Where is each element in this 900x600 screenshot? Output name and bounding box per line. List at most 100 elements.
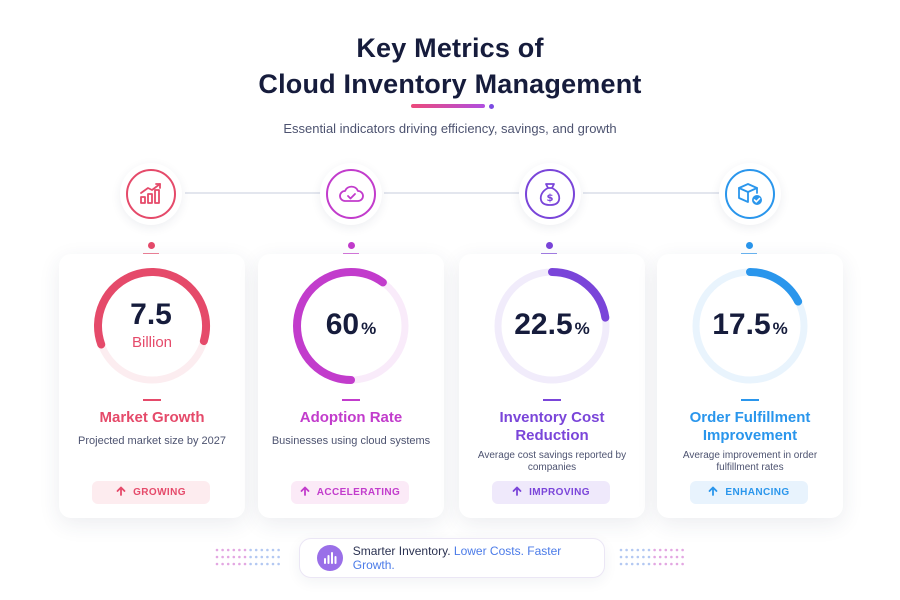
decorative-dot xyxy=(642,555,645,559)
decorative-dot xyxy=(653,562,656,566)
ring-progress-arc xyxy=(692,268,808,384)
package-check-icon xyxy=(725,169,775,219)
decorative-dot xyxy=(653,555,656,559)
decorative-dot xyxy=(625,555,628,559)
metric-value: 17.5 xyxy=(712,308,771,341)
title-line-2: Cloud Inventory Management xyxy=(258,69,642,99)
title-dash xyxy=(342,399,360,401)
decorative-dot xyxy=(226,548,230,552)
decorative-dot xyxy=(266,562,269,566)
metric-card: 60% Adoption Rate Businesses using cloud… xyxy=(258,254,444,518)
metric-title: Inventory Cost Reduction xyxy=(499,409,605,444)
metric-value-block: 17.5% xyxy=(690,266,810,386)
pin-dot xyxy=(746,242,753,249)
decorative-dot xyxy=(215,555,219,559)
decorative-dot xyxy=(254,562,258,566)
metric-card: 22.5% Inventory Cost Reduction Average c… xyxy=(459,254,645,518)
decorative-dot xyxy=(658,555,662,559)
decorative-dot xyxy=(630,548,634,552)
decorative-dot xyxy=(254,548,258,552)
decorative-dot xyxy=(271,562,275,566)
status-badge-label: IMPROVING xyxy=(529,487,590,498)
status-badge: IMPROVING xyxy=(492,481,610,504)
decorative-dot xyxy=(249,562,252,566)
decorative-dot xyxy=(630,555,634,559)
progress-ring xyxy=(94,268,210,384)
metric-title: Market Growth xyxy=(99,409,205,426)
decorative-dot xyxy=(636,548,640,552)
decorative-dot xyxy=(260,555,264,559)
status-badge-label: ACCELERATING xyxy=(316,487,401,498)
decorative-dot xyxy=(249,548,252,552)
metric-description: Projected market size by 2027 xyxy=(78,435,226,447)
metric-description: Average cost savings reported by compani… xyxy=(477,450,627,473)
trending-chart-icon xyxy=(126,169,176,219)
metric-value: 22.5 xyxy=(514,308,573,341)
footer-tagline-plain: Smarter Inventory. xyxy=(352,544,451,558)
decorative-dot xyxy=(243,548,247,552)
decorative-dots-left xyxy=(215,548,280,566)
decorative-dot xyxy=(271,548,275,552)
decorative-dot xyxy=(681,548,684,552)
metric-title: Order Fulfillment Improvement xyxy=(689,409,811,444)
page-subtitle: Essential indicators driving efficiency,… xyxy=(283,121,617,136)
decorative-dot xyxy=(658,562,662,566)
decorative-dot xyxy=(647,562,651,566)
decorative-dot xyxy=(675,555,679,559)
arrow-up-icon xyxy=(708,486,718,499)
decorative-dot xyxy=(675,562,679,566)
decorative-dot xyxy=(675,548,679,552)
metric-value: 60 xyxy=(325,308,360,341)
decorative-dot xyxy=(266,555,269,559)
decorative-dot xyxy=(664,562,668,566)
decorative-dot xyxy=(226,562,230,566)
decorative-dot xyxy=(215,548,219,552)
status-badge: GROWING xyxy=(92,481,210,504)
arrow-up-icon xyxy=(116,486,126,499)
metric-value-block: 7.5 Billion xyxy=(92,266,212,386)
decorative-dot xyxy=(636,555,640,559)
page-title: Key Metrics of Cloud Inventory Managemen… xyxy=(0,30,900,102)
progress-ring xyxy=(293,268,409,384)
arrow-up-icon xyxy=(300,486,310,499)
arrow-up-icon xyxy=(512,486,522,499)
decorative-dot xyxy=(625,548,628,552)
decorative-dot xyxy=(215,562,219,566)
decorative-dot xyxy=(226,555,230,559)
svg-text:$: $ xyxy=(547,193,554,204)
decorative-dot xyxy=(277,562,280,566)
footer-banner: Smarter Inventory. Lower Costs. Faster G… xyxy=(299,538,605,578)
metric-icon-badge xyxy=(719,163,781,225)
decorative-dot xyxy=(664,555,668,559)
decorative-dot xyxy=(254,555,258,559)
metric-value-block: 60% xyxy=(291,266,411,386)
decorative-dot xyxy=(238,548,241,552)
decorative-dot xyxy=(221,555,224,559)
percent-sign: % xyxy=(361,319,377,338)
ring-progress-arc xyxy=(293,268,409,384)
decorative-dot xyxy=(238,562,241,566)
money-bag-icon: $ xyxy=(525,169,575,219)
metric-icon-badge: $ xyxy=(519,163,581,225)
decorative-dot xyxy=(619,562,623,566)
title-dash xyxy=(143,399,161,401)
metric-icon-badge xyxy=(120,163,182,225)
status-badge: ENHANCING xyxy=(690,481,808,504)
decorative-dot xyxy=(642,548,645,552)
title-accent-dot xyxy=(489,104,494,109)
metric-value-block: 22.5% xyxy=(492,266,612,386)
decorative-dot xyxy=(647,555,651,559)
cloud-check-icon xyxy=(326,169,376,219)
decorative-dot xyxy=(625,562,628,566)
status-badge-label: GROWING xyxy=(133,487,186,498)
decorative-dot xyxy=(266,548,269,552)
title-dash xyxy=(741,399,759,401)
decorative-dot xyxy=(260,562,264,566)
title-dash xyxy=(543,399,561,401)
decorative-dot xyxy=(619,555,623,559)
metric-description: Average improvement in order fulfillment… xyxy=(682,450,818,473)
decorative-dot xyxy=(630,562,634,566)
decorative-dot xyxy=(243,555,247,559)
decorative-dot xyxy=(681,562,684,566)
footer-tagline: Smarter Inventory. Lower Costs. Faster G… xyxy=(353,544,604,572)
